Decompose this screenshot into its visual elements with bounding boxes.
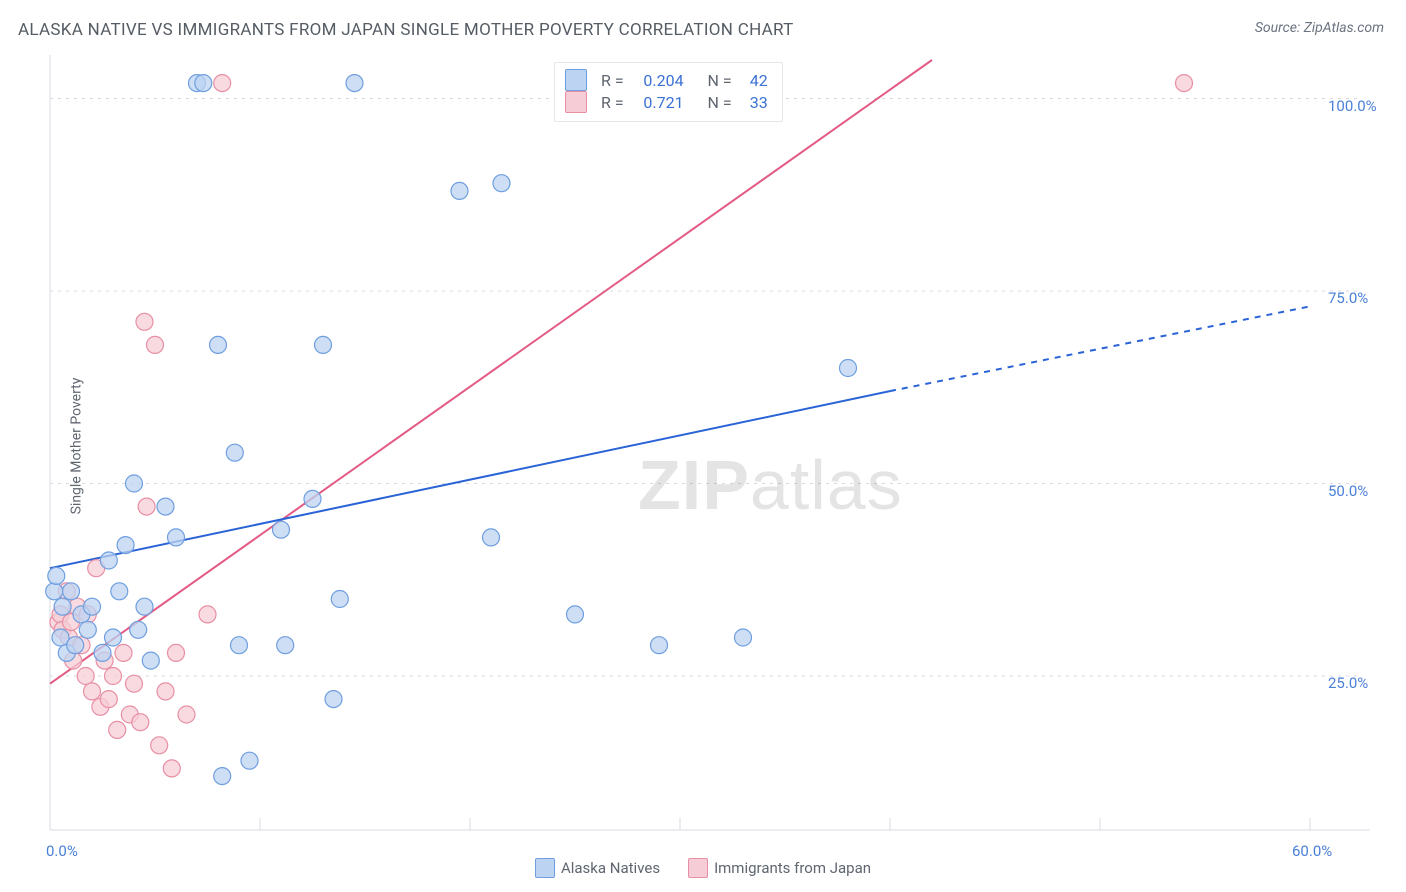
legend-item-series2: Immigrants from Japan [688, 858, 871, 878]
n-label-2: N = [708, 93, 732, 112]
legend-label-series2: Immigrants from Japan [714, 859, 871, 877]
legend-item-series1: Alaska Natives [535, 858, 660, 878]
y-tick-label: 25.0% [1328, 674, 1368, 692]
correlation-legend: R = 0.204 N = 42 R = 0.721 N = 33 [554, 62, 783, 122]
y-tick-label: 75.0% [1328, 289, 1368, 307]
legend-label-series1: Alaska Natives [561, 859, 660, 877]
r-value-1: 0.204 [632, 71, 684, 90]
r-label-1: R = [601, 71, 624, 90]
swatch-series2-bottom [688, 858, 708, 878]
legend-row-series2: R = 0.721 N = 33 [565, 91, 768, 113]
r-label-2: R = [601, 93, 624, 112]
swatch-series2 [565, 91, 587, 113]
chart-area [0, 0, 1406, 892]
legend-row-series1: R = 0.204 N = 42 [565, 69, 768, 91]
y-tick-label: 100.0% [1328, 97, 1377, 115]
r-value-2: 0.721 [632, 93, 684, 112]
scatter-svg [0, 0, 1406, 892]
y-tick-label: 50.0% [1328, 482, 1368, 500]
swatch-series1-bottom [535, 858, 555, 878]
n-value-1: 42 [740, 71, 768, 90]
swatch-series1 [565, 69, 587, 91]
series-legend: Alaska Natives Immigrants from Japan [0, 858, 1406, 878]
n-value-2: 33 [740, 93, 768, 112]
n-label-1: N = [708, 71, 732, 90]
